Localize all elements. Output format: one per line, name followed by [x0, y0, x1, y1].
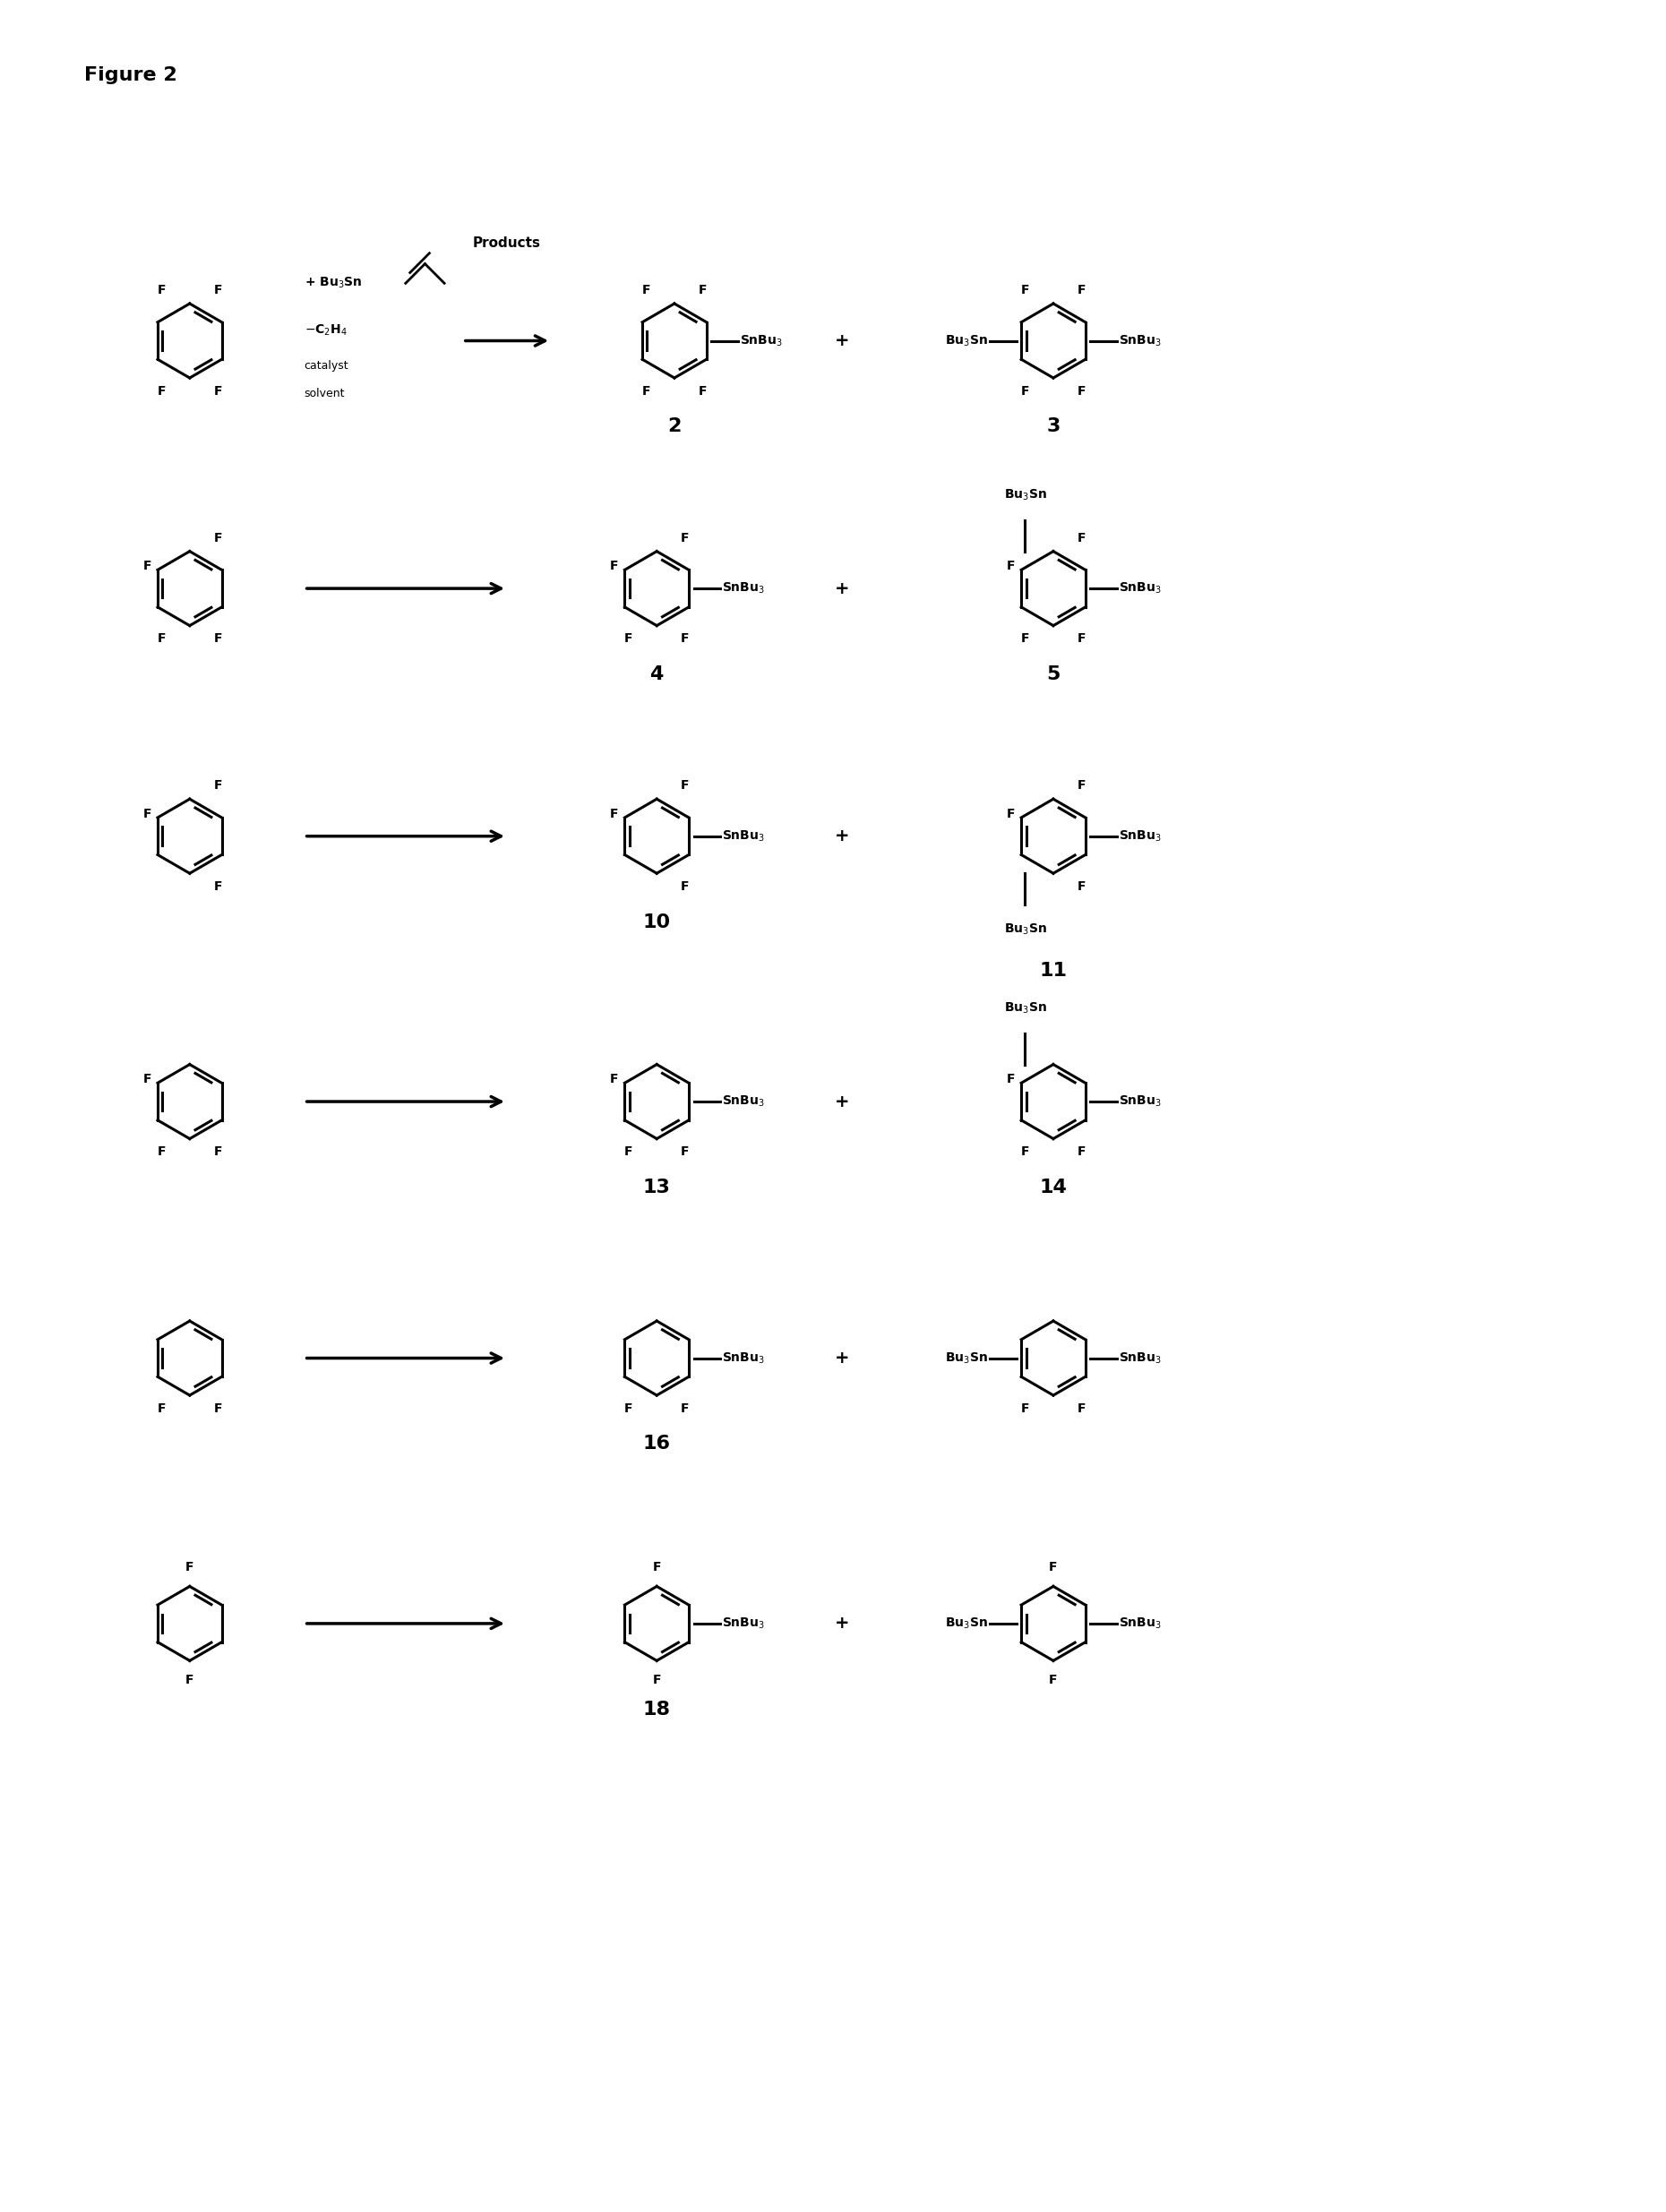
- Text: +: +: [835, 580, 850, 597]
- Text: Bu$_3$Sn: Bu$_3$Sn: [1003, 1002, 1046, 1015]
- Text: F: F: [213, 283, 222, 296]
- Text: F: F: [1078, 1146, 1086, 1159]
- Text: Bu$_3$Sn: Bu$_3$Sn: [945, 334, 988, 347]
- Text: F: F: [681, 1402, 690, 1416]
- Text: F: F: [681, 779, 690, 792]
- Text: F: F: [1078, 283, 1086, 296]
- Text: F: F: [1021, 1402, 1030, 1416]
- Text: F: F: [157, 385, 165, 398]
- Text: F: F: [1050, 1562, 1058, 1573]
- Text: F: F: [625, 633, 633, 646]
- Text: SnBu$_3$: SnBu$_3$: [721, 1617, 765, 1630]
- Text: SnBu$_3$: SnBu$_3$: [721, 582, 765, 595]
- Text: F: F: [1078, 385, 1086, 398]
- Text: 5: 5: [1046, 666, 1060, 684]
- Text: +: +: [835, 827, 850, 845]
- Text: F: F: [213, 779, 222, 792]
- Text: SnBu$_3$: SnBu$_3$: [721, 830, 765, 843]
- Text: F: F: [1021, 633, 1030, 646]
- Text: F: F: [641, 283, 650, 296]
- Text: F: F: [681, 1146, 690, 1159]
- Text: F: F: [625, 1402, 633, 1416]
- Text: F: F: [143, 807, 152, 821]
- Text: Bu$_3$Sn: Bu$_3$Sn: [1003, 489, 1046, 502]
- Text: F: F: [143, 560, 152, 573]
- Text: SnBu$_3$: SnBu$_3$: [721, 1352, 765, 1365]
- Text: F: F: [213, 1402, 222, 1416]
- Text: +: +: [835, 1093, 850, 1110]
- Text: 3: 3: [1046, 418, 1060, 436]
- Text: SnBu$_3$: SnBu$_3$: [721, 1095, 765, 1108]
- Text: F: F: [1021, 1146, 1030, 1159]
- Text: F: F: [653, 1674, 661, 1686]
- Text: F: F: [1078, 1402, 1086, 1416]
- Text: F: F: [185, 1674, 193, 1686]
- Text: F: F: [681, 531, 690, 544]
- Text: F: F: [1006, 1073, 1015, 1086]
- Text: F: F: [1078, 633, 1086, 646]
- Text: F: F: [681, 880, 690, 894]
- Text: 16: 16: [643, 1436, 671, 1453]
- Text: SnBu$_3$: SnBu$_3$: [740, 334, 783, 347]
- Text: F: F: [1078, 880, 1086, 894]
- Text: F: F: [698, 385, 706, 398]
- Text: F: F: [157, 1402, 165, 1416]
- Text: F: F: [610, 560, 618, 573]
- Text: 4: 4: [650, 666, 663, 684]
- Text: F: F: [1050, 1674, 1058, 1686]
- Text: F: F: [213, 531, 222, 544]
- Text: +: +: [835, 1349, 850, 1367]
- Text: F: F: [213, 880, 222, 894]
- Text: F: F: [653, 1562, 661, 1573]
- Text: SnBu$_3$: SnBu$_3$: [1118, 1352, 1161, 1365]
- Text: F: F: [681, 633, 690, 646]
- Text: F: F: [213, 385, 222, 398]
- Text: F: F: [185, 1562, 193, 1573]
- Text: SnBu$_3$: SnBu$_3$: [1118, 334, 1161, 347]
- Text: F: F: [213, 1146, 222, 1159]
- Text: 11: 11: [1040, 962, 1068, 980]
- Text: F: F: [625, 1146, 633, 1159]
- Text: SnBu$_3$: SnBu$_3$: [1118, 582, 1161, 595]
- Text: Bu$_3$Sn: Bu$_3$Sn: [945, 1617, 988, 1630]
- Text: solvent: solvent: [305, 387, 345, 400]
- Text: F: F: [610, 1073, 618, 1086]
- Text: +: +: [835, 332, 850, 349]
- Text: F: F: [641, 385, 650, 398]
- Text: F: F: [157, 283, 165, 296]
- Text: F: F: [610, 807, 618, 821]
- Text: 14: 14: [1040, 1179, 1068, 1197]
- Text: + Bu$_3$Sn: + Bu$_3$Sn: [305, 276, 362, 290]
- Text: $-$C$_2$H$_4$: $-$C$_2$H$_4$: [305, 323, 347, 338]
- Text: 13: 13: [643, 1179, 671, 1197]
- Text: Bu$_3$Sn: Bu$_3$Sn: [1003, 922, 1046, 936]
- Text: F: F: [1006, 560, 1015, 573]
- Text: F: F: [1078, 779, 1086, 792]
- Text: F: F: [213, 633, 222, 646]
- Text: F: F: [698, 283, 706, 296]
- Text: 2: 2: [668, 418, 681, 436]
- Text: catalyst: catalyst: [305, 361, 348, 372]
- Text: Figure 2: Figure 2: [83, 66, 177, 84]
- Text: Bu$_3$Sn: Bu$_3$Sn: [945, 1352, 988, 1365]
- Text: F: F: [1021, 283, 1030, 296]
- Text: F: F: [143, 1073, 152, 1086]
- Text: F: F: [157, 1146, 165, 1159]
- Text: SnBu$_3$: SnBu$_3$: [1118, 1095, 1161, 1108]
- Text: +: +: [835, 1615, 850, 1632]
- Text: SnBu$_3$: SnBu$_3$: [1118, 830, 1161, 843]
- Text: 10: 10: [643, 914, 671, 931]
- Text: 18: 18: [643, 1701, 671, 1719]
- Text: F: F: [1021, 385, 1030, 398]
- Text: Products: Products: [473, 237, 541, 250]
- Text: F: F: [1078, 531, 1086, 544]
- Text: F: F: [1006, 807, 1015, 821]
- Text: SnBu$_3$: SnBu$_3$: [1118, 1617, 1161, 1630]
- Text: F: F: [157, 633, 165, 646]
